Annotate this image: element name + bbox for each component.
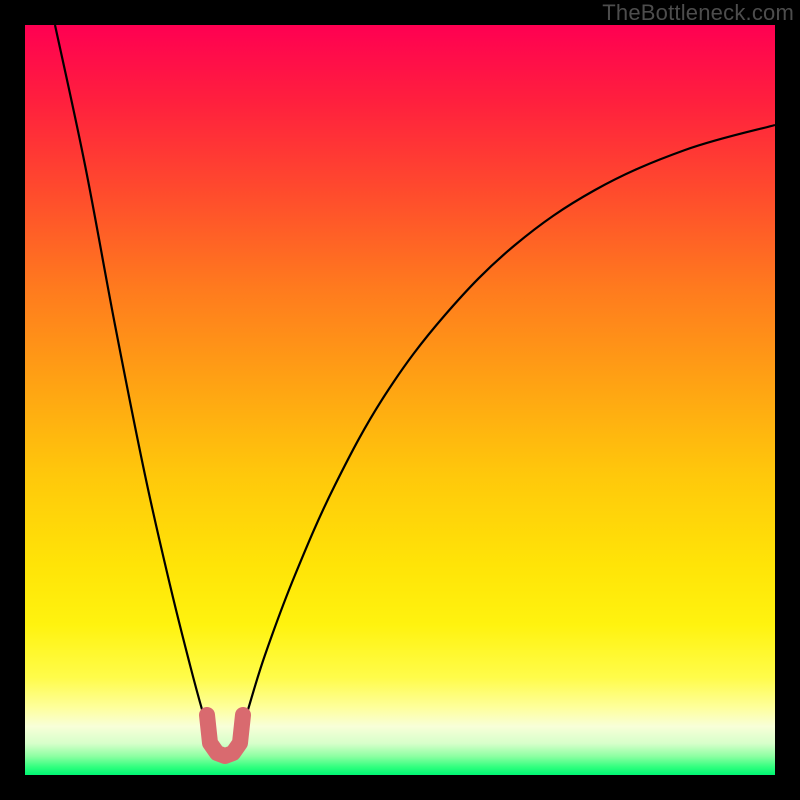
watermark-text: TheBottleneck.com <box>602 0 794 26</box>
plot-background <box>25 25 775 775</box>
chart-canvas <box>0 0 800 800</box>
chart-frame: TheBottleneck.com <box>0 0 800 800</box>
